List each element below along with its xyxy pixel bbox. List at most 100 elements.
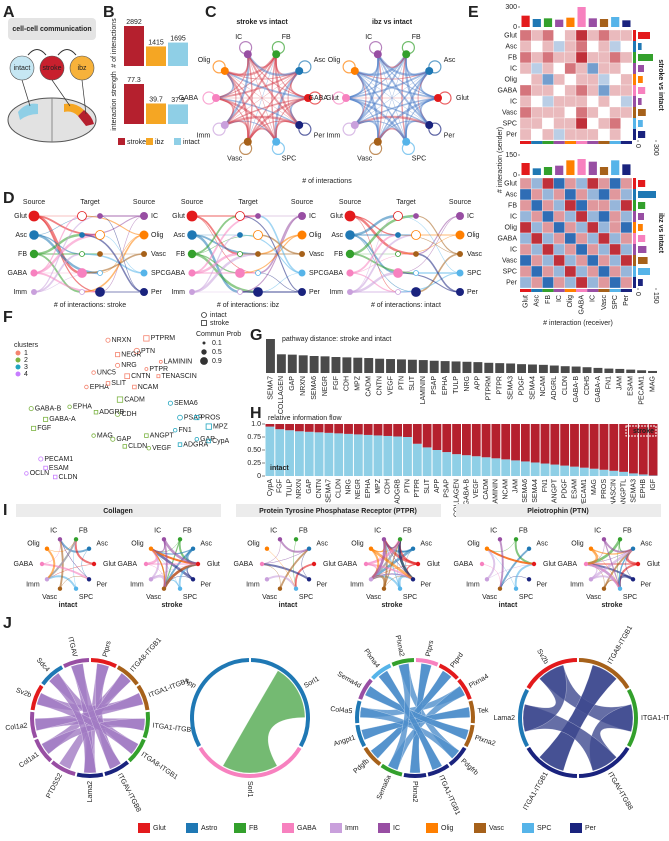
panel-letter: E [468, 4, 479, 21]
node-label: Olig [151, 232, 164, 239]
segment-label: Plxna2 [394, 635, 405, 657]
x-tick-label: MPZ [355, 375, 362, 391]
col-label: FB [545, 295, 552, 304]
heatmap-cell [587, 232, 599, 245]
source-node [141, 251, 147, 257]
x-tick-label: PTN [398, 376, 405, 390]
node-label: Per [420, 581, 432, 588]
row-strip [633, 189, 636, 200]
x-tick-label: JAM [617, 376, 624, 390]
bar-segment [314, 432, 324, 476]
bar [638, 268, 650, 275]
edge [150, 539, 166, 553]
value-label: 39.7 [149, 96, 163, 103]
heatmap-cell [575, 221, 588, 234]
bar-segment [275, 424, 285, 430]
bar [418, 360, 428, 373]
bar-segment [629, 424, 638, 474]
legend-size [202, 341, 206, 345]
heatmap-cell [609, 106, 621, 119]
x-tick-label: FGF [277, 479, 284, 493]
source-node [187, 249, 197, 259]
edge [46, 548, 56, 580]
node [86, 577, 92, 582]
source-node [345, 249, 355, 259]
col-strip [620, 289, 632, 292]
chart-title: stroke vs intact [657, 59, 664, 111]
point-label: CNTN [131, 373, 150, 380]
edge [514, 563, 535, 589]
node [264, 546, 270, 551]
bar-segment [324, 424, 334, 433]
heatmap-cell [542, 177, 554, 190]
heatmap-cell [609, 221, 621, 234]
heatmap-cell [575, 51, 588, 64]
value-label: 37.9 [171, 97, 185, 104]
x-tick-label: COLLAGEN [453, 479, 460, 517]
heatmap-cell [575, 188, 588, 201]
bar-segment [353, 434, 363, 476]
bar [638, 65, 644, 72]
bar [604, 368, 614, 373]
node [601, 586, 607, 591]
bar [543, 18, 553, 27]
bar [364, 358, 374, 373]
row-strip [633, 233, 636, 244]
point-label: CADM [124, 396, 145, 403]
target-node [79, 289, 85, 295]
edge [486, 548, 496, 580]
edge [81, 215, 145, 236]
point-label: SEMA6 [174, 400, 198, 407]
x-tick-label: EPHA [442, 376, 449, 395]
row-strip [633, 266, 636, 277]
heatmap-cell [598, 29, 610, 42]
heatmap-cell [609, 128, 621, 141]
node-label: Imm [466, 581, 480, 588]
segment-arc [34, 738, 53, 763]
heatmap-cell [620, 276, 633, 289]
bar-segment [520, 461, 530, 476]
chart-title: stroke vs intact [236, 19, 288, 26]
heatmap-cell [542, 95, 554, 108]
heatmap-cell [587, 106, 599, 119]
heatmap-cell [620, 51, 633, 64]
col-strip [520, 289, 532, 292]
bar-segment [599, 424, 609, 470]
node-label: GABA [558, 561, 578, 568]
x-tick-label: SEMA3 [507, 376, 514, 400]
col-strip [531, 289, 543, 292]
node [497, 537, 503, 542]
node [161, 537, 167, 542]
node-label: Olig [309, 232, 322, 239]
heatmap-cell [531, 243, 543, 256]
heatmap-cell [598, 51, 610, 64]
bar-segment [383, 424, 393, 436]
target-node [393, 268, 403, 278]
bar [638, 32, 650, 39]
x-tick-label: ADGRB [394, 479, 401, 504]
bar-segment [344, 433, 353, 476]
group-header [236, 504, 441, 517]
node-label: Glut [427, 561, 440, 568]
arrow [57, 49, 77, 56]
node-label: Glut [330, 213, 343, 220]
heatmap-cell [575, 265, 588, 278]
node-label: Imm [130, 581, 144, 588]
col-label: IC [556, 295, 563, 302]
x-tick-label: SLIT [424, 478, 431, 494]
node [161, 586, 167, 591]
loop [428, 60, 442, 74]
x-tick-label: SLIT [409, 375, 416, 391]
bar [638, 76, 643, 83]
loop [342, 60, 356, 74]
row-strip [633, 129, 636, 140]
node-label: Imm [171, 289, 185, 296]
bar [124, 84, 144, 124]
node [588, 577, 594, 582]
heatmap-cell [519, 177, 532, 190]
node-label: Per [200, 581, 212, 588]
node-label: SPC [309, 270, 323, 277]
heatmap-cell [531, 62, 543, 75]
heatmap-cell [587, 117, 599, 130]
point-label: PSAP [184, 414, 203, 421]
